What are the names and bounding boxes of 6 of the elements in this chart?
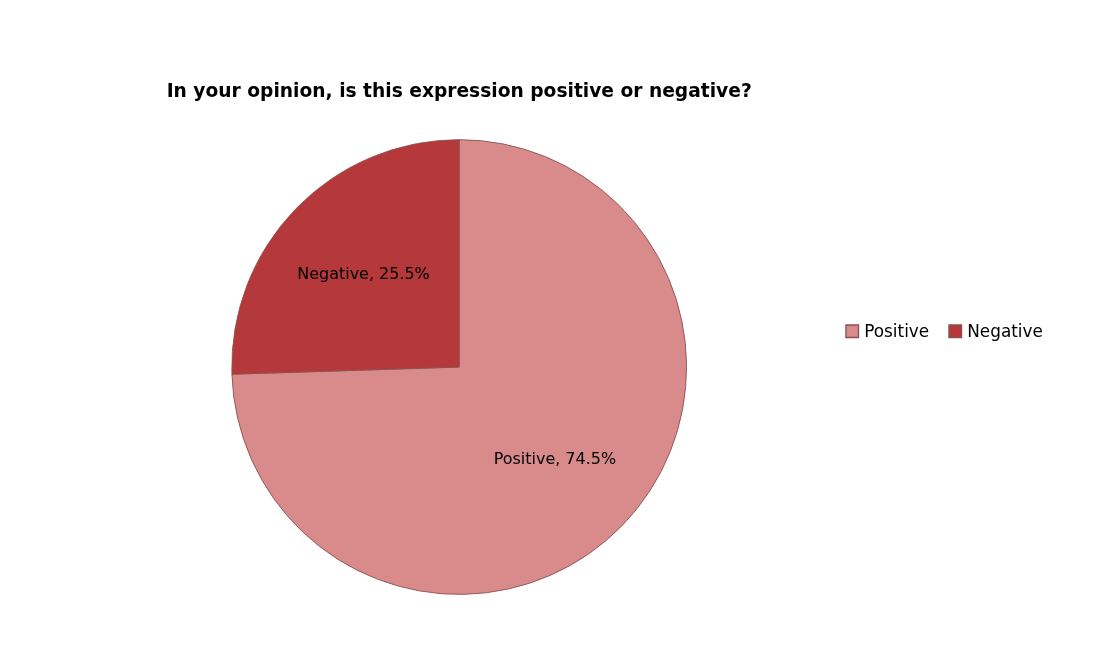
legend-label: Negative <box>967 320 1043 341</box>
data-label: Negative, 25.5% <box>297 263 430 283</box>
data-label: Positive, 74.5% <box>493 449 617 469</box>
pie-slice <box>231 139 687 595</box>
legend-label: Positive <box>864 320 930 341</box>
chart-title: In your opinion, is this expression positive or negative? <box>166 80 752 102</box>
